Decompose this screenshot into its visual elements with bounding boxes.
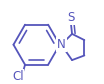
Text: N: N xyxy=(57,38,66,51)
Text: S: S xyxy=(67,11,74,24)
Text: Cl: Cl xyxy=(12,70,24,83)
